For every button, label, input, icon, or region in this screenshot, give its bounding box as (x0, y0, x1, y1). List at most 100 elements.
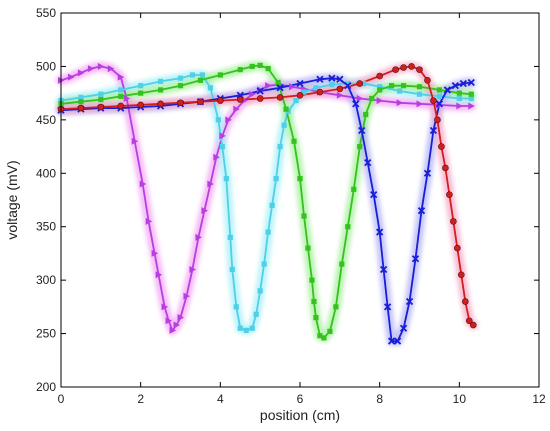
y-tick-label: 350 (36, 220, 56, 234)
data-point (177, 314, 184, 322)
data-point (383, 303, 392, 311)
data-point (217, 72, 223, 78)
data-point (283, 106, 289, 112)
x-tick-label: 4 (217, 392, 224, 406)
y-tick-label: 250 (36, 327, 56, 341)
series-marker-layer (57, 62, 477, 345)
data-point (456, 95, 462, 102)
data-point (213, 153, 220, 161)
data-point (227, 234, 233, 240)
data-point (78, 99, 84, 105)
data-point (139, 180, 147, 188)
data-point (345, 80, 351, 87)
data-point (291, 138, 297, 144)
data-point (157, 100, 164, 108)
data-point (155, 271, 163, 279)
y-tick-label: 300 (36, 273, 56, 287)
data-point (236, 96, 244, 103)
data-point (165, 317, 173, 325)
y-tick-labels: 200 250 300 350 400 450 500 550 (36, 6, 56, 394)
data-point (408, 63, 415, 70)
data-point (396, 99, 404, 107)
data-point (311, 298, 317, 305)
data-point (344, 82, 352, 90)
y-axis-label: voltage (mV) (4, 160, 20, 239)
data-point (417, 207, 426, 215)
data-point (157, 78, 164, 84)
data-point (436, 87, 443, 93)
data-point (137, 101, 144, 109)
data-point (131, 137, 139, 145)
data-point (424, 77, 431, 84)
data-point (265, 65, 271, 72)
data-point (249, 63, 255, 70)
data-point (138, 83, 144, 89)
data-point (356, 80, 364, 87)
data-point (469, 321, 477, 329)
data-point (468, 102, 475, 110)
data-point (189, 265, 196, 273)
data-point (173, 321, 181, 329)
data-point (429, 126, 438, 135)
data-point (328, 74, 336, 82)
data-point (296, 91, 304, 99)
data-point (296, 79, 304, 88)
data-point (416, 91, 423, 97)
x-tick-label: 6 (297, 392, 304, 406)
data-point (356, 94, 364, 102)
data-point (396, 88, 403, 94)
data-point (249, 90, 256, 98)
x-tick-labels: 0 2 4 6 8 10 12 (58, 392, 546, 406)
data-point (351, 186, 357, 192)
data-point (289, 83, 296, 91)
data-point (405, 297, 414, 306)
data-point (456, 90, 462, 96)
data-point (78, 94, 84, 101)
data-point (277, 143, 283, 150)
data-point (313, 85, 319, 91)
data-point (77, 104, 85, 112)
data-point (399, 324, 408, 332)
data-point (316, 88, 324, 96)
data-point (357, 143, 363, 150)
data-point (411, 255, 420, 263)
data-point (336, 91, 344, 99)
y-tick-label: 200 (36, 380, 56, 394)
data-point (201, 207, 208, 215)
x-tick-label: 12 (532, 392, 546, 406)
data-point (465, 317, 473, 325)
data-point (361, 80, 367, 87)
data-point (97, 62, 105, 70)
data-point (161, 303, 169, 311)
data-point (309, 277, 315, 283)
data-point (305, 245, 311, 251)
data-point (468, 95, 474, 102)
data-point (393, 337, 402, 345)
data-point (177, 99, 184, 107)
data-point (237, 325, 243, 331)
data-point (454, 244, 461, 252)
data-point (333, 304, 339, 310)
data-point (98, 91, 104, 97)
data-point (416, 84, 423, 90)
data-point (123, 94, 131, 102)
data-point (329, 81, 335, 88)
axis-ticks (60, 12, 540, 388)
data-point (450, 218, 457, 225)
data-point (316, 75, 324, 83)
data-point (436, 93, 443, 99)
data-point (118, 87, 124, 93)
data-point (364, 158, 372, 167)
data-point (265, 82, 272, 90)
data-point (237, 67, 243, 73)
data-point (107, 65, 115, 73)
data-point (380, 265, 388, 274)
data-point (297, 176, 303, 182)
data-point (392, 66, 399, 73)
data-point (189, 72, 196, 78)
data-point (321, 335, 327, 341)
data-point (207, 180, 214, 188)
y-tick-label: 550 (36, 6, 56, 20)
data-point (400, 83, 407, 89)
